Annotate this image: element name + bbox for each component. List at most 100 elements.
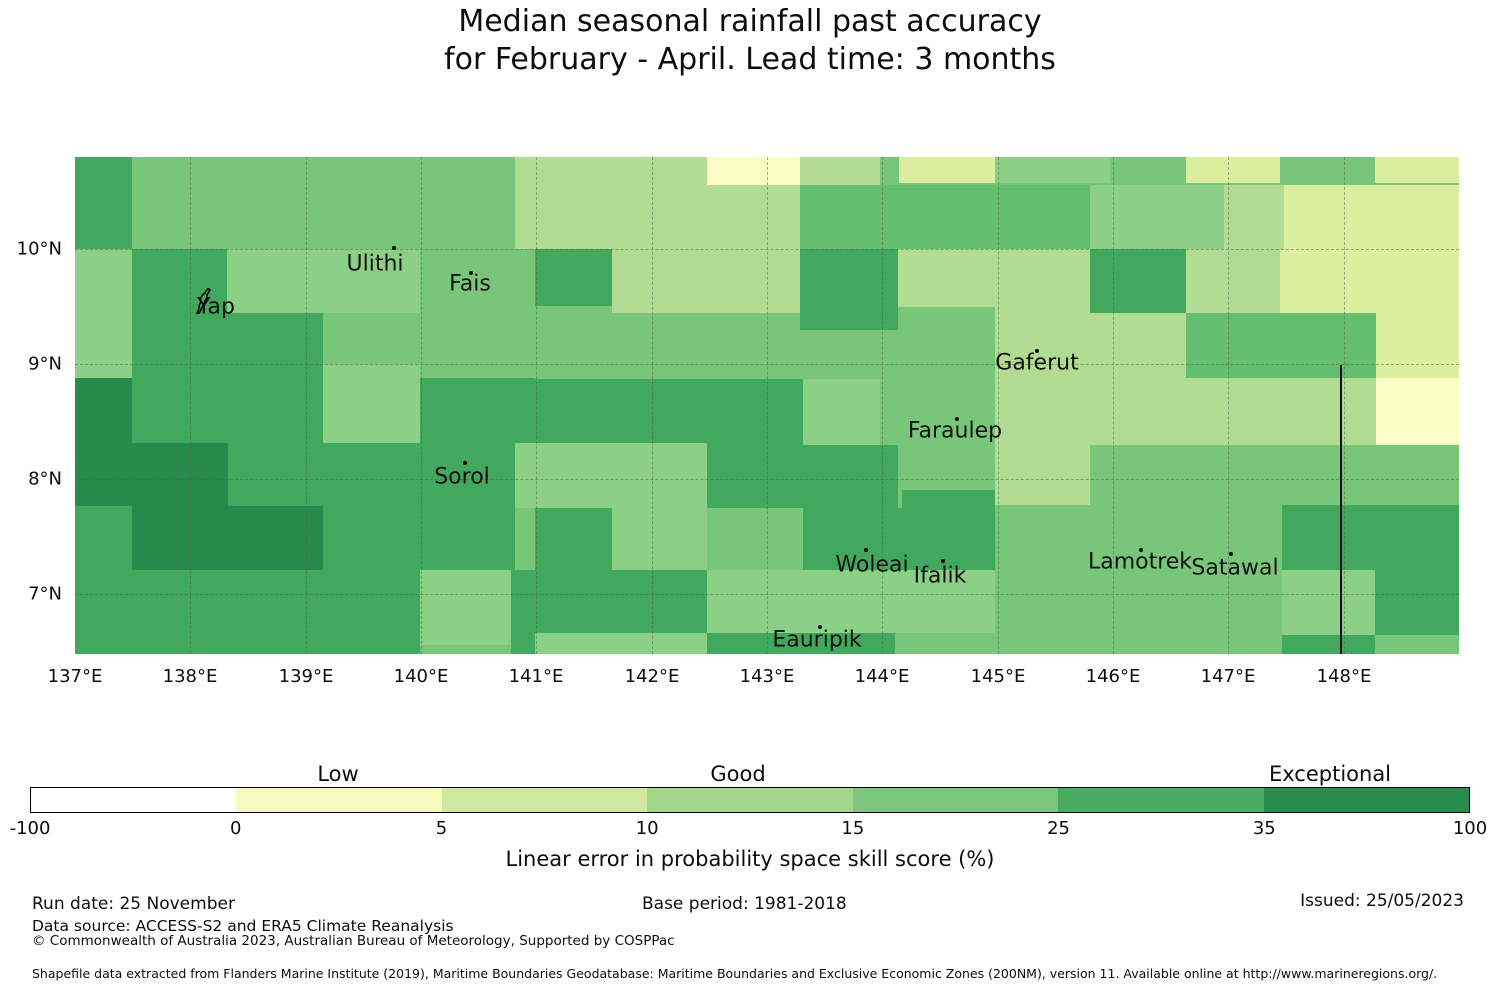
island-marker-dot xyxy=(955,417,959,421)
map-cell xyxy=(707,445,898,508)
colorbar-bin xyxy=(1263,788,1469,812)
map-cell xyxy=(1186,378,1376,445)
meridian-gridline xyxy=(1344,157,1345,654)
map-cell xyxy=(420,378,515,570)
chart-title-line1: Median seasonal rainfall past accuracy xyxy=(458,4,1042,39)
map-cell xyxy=(1224,185,1284,249)
map-cell xyxy=(535,249,612,306)
colorbar-bin xyxy=(441,788,648,812)
island-label: Satawal xyxy=(1191,555,1279,581)
island-label: Gaferut xyxy=(995,350,1079,376)
meridian-gridline xyxy=(882,157,883,654)
meridian-gridline xyxy=(306,157,307,654)
x-tick-label: 148°E xyxy=(1316,666,1372,687)
x-tick-label: 147°E xyxy=(1200,666,1256,687)
island-label: Yap xyxy=(197,294,235,320)
island-marker-dot xyxy=(864,548,868,552)
issued-date-text: Issued: 25/05/2023 xyxy=(1300,891,1464,911)
island-marker-dot xyxy=(818,625,822,629)
map-cell xyxy=(803,379,880,445)
map-cell xyxy=(1186,249,1280,313)
x-tick-label: 139°E xyxy=(278,666,334,687)
map-cell xyxy=(132,570,420,654)
island-marker-dot xyxy=(392,246,396,250)
map-cell xyxy=(228,506,323,570)
map-cell xyxy=(800,157,880,185)
colorbar-bin xyxy=(31,788,237,812)
map-cell xyxy=(1376,313,1459,378)
map-cell xyxy=(1282,635,1375,654)
run-date-text: Run date: 25 November xyxy=(32,894,235,914)
map-cell xyxy=(612,508,707,570)
island-marker-dot xyxy=(1035,349,1039,353)
island-label: Sorol xyxy=(434,464,490,490)
map-cell xyxy=(132,364,323,443)
x-tick-label: 137°E xyxy=(47,666,103,687)
map-cell xyxy=(535,379,803,445)
map-cell xyxy=(1186,313,1376,378)
x-tick-label: 146°E xyxy=(1085,666,1141,687)
map-cell xyxy=(511,570,537,654)
map-cell xyxy=(75,506,132,654)
y-tick-label: 10°N xyxy=(16,238,62,260)
map-cell xyxy=(227,249,420,313)
map-cell xyxy=(1282,570,1375,635)
map-cell xyxy=(1282,505,1459,570)
copyright-text: © Commonwealth of Australia 2023, Austra… xyxy=(32,933,675,949)
colorbar-category-label: Low xyxy=(317,762,359,786)
map-cell xyxy=(323,506,420,570)
map-cell xyxy=(707,633,895,654)
meridian-gridline xyxy=(421,157,422,654)
map-cell xyxy=(75,157,132,249)
map-cell xyxy=(323,364,420,443)
colorbar-category-label: Good xyxy=(710,762,766,786)
meridian-gridline xyxy=(1228,157,1229,654)
map-cell xyxy=(1376,378,1459,445)
map-cell xyxy=(1280,249,1459,313)
map-cell xyxy=(899,157,995,183)
colorbar-tick-label: -100 xyxy=(9,818,51,839)
x-tick-label: 142°E xyxy=(624,666,680,687)
parallel-gridline xyxy=(75,249,1459,250)
colorbar-tick-label: 15 xyxy=(841,818,865,839)
x-tick-label: 138°E xyxy=(162,666,218,687)
meridian-gridline xyxy=(190,157,191,654)
map-cell xyxy=(1186,157,1280,183)
map-cell xyxy=(898,249,997,307)
map-cell xyxy=(535,633,707,654)
map-cell xyxy=(902,490,995,570)
island-label: Fais xyxy=(449,271,491,297)
map-cell xyxy=(132,443,228,570)
parallel-gridline xyxy=(75,364,1459,365)
island-label: Ulithi xyxy=(346,251,404,277)
meridian-gridline xyxy=(998,157,999,654)
map-cell xyxy=(535,570,707,594)
island-label: Woleai xyxy=(835,552,909,578)
meridian-gridline xyxy=(652,157,653,654)
map-cell xyxy=(707,570,995,594)
map-cell xyxy=(707,594,995,633)
meridian-gridline xyxy=(536,157,537,654)
colorbar-bin xyxy=(236,788,442,812)
map-cell xyxy=(75,378,132,506)
map-cell xyxy=(1284,185,1459,249)
map-cell xyxy=(420,570,511,645)
map-cell xyxy=(515,378,535,443)
map-cell xyxy=(803,508,902,570)
map-cell xyxy=(1090,249,1186,313)
parallel-gridline xyxy=(75,594,1459,595)
island-marker-dot xyxy=(469,271,473,275)
colorbar-tick-label: 100 xyxy=(1452,818,1488,839)
map-cell xyxy=(800,249,898,330)
map-cell xyxy=(995,249,1090,313)
colorbar-bin xyxy=(1058,788,1264,812)
eez-boundary-line xyxy=(1340,365,1342,654)
map-cell xyxy=(535,594,707,633)
island-label: Eauripik xyxy=(772,627,862,653)
map-cell xyxy=(800,185,1090,249)
y-tick-label: 7°N xyxy=(28,583,62,605)
parallel-gridline xyxy=(75,479,1459,480)
map-cell xyxy=(515,157,707,249)
map-cell xyxy=(1375,157,1459,183)
